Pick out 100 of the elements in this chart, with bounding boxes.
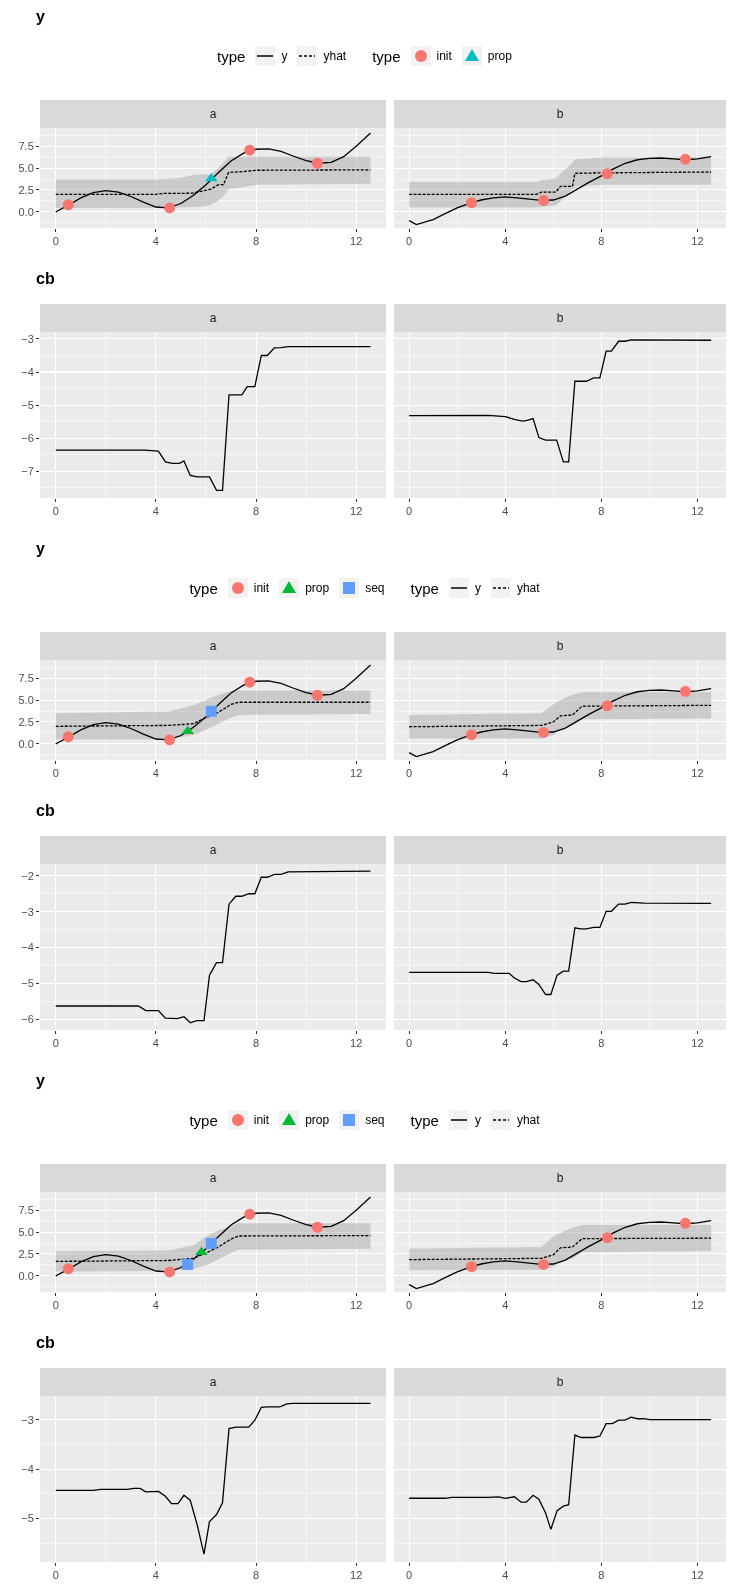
legend-label: seq	[365, 581, 385, 595]
chart-subtitle: a	[40, 836, 386, 864]
legend-title: type	[217, 47, 246, 65]
x-tick-label: 12	[691, 1299, 704, 1312]
x-tick-label: 4	[502, 1037, 509, 1050]
point	[466, 1261, 478, 1273]
x-tick-label: 8	[253, 1299, 260, 1312]
x-tick-label: 8	[598, 1037, 605, 1050]
chart-title: y	[36, 8, 45, 26]
point	[182, 1258, 194, 1270]
x-tick-label: 12	[691, 1569, 704, 1582]
x-tick-label: 0	[52, 767, 59, 780]
chart-subtitle: b	[394, 100, 726, 128]
text: type	[410, 579, 439, 597]
y-tick-label: 5.0	[18, 161, 34, 174]
chart-subtitle: b	[394, 632, 726, 660]
point	[466, 729, 478, 741]
chart-title: cb	[36, 270, 55, 288]
x-tick-label: 8	[598, 505, 605, 518]
point	[679, 153, 691, 165]
x-tick-label: 4	[152, 767, 159, 780]
chart-subtitle: a	[40, 632, 386, 660]
point	[164, 202, 176, 214]
legend-label: prop	[305, 1113, 330, 1127]
y-tick-label: −4	[21, 941, 34, 954]
point	[205, 1237, 217, 1249]
y-tick-label: 5.0	[18, 1225, 34, 1238]
chart-subtitle: a	[40, 100, 386, 128]
x-tick-label: 4	[502, 235, 509, 248]
point	[311, 157, 323, 169]
y-tick-label: 2.5	[18, 1247, 34, 1260]
point	[244, 676, 256, 688]
x-tick-label: 0	[52, 235, 59, 248]
point	[601, 168, 613, 180]
x-tick-label: 0	[406, 1037, 413, 1050]
chart-title: y	[36, 1072, 45, 1090]
chart-subtitle: a	[40, 1368, 386, 1396]
x-tick-label: 4	[502, 767, 509, 780]
point	[62, 1263, 74, 1275]
y-tick-label: −5	[21, 1512, 34, 1525]
line-series	[55, 132, 372, 213]
chart-title: y	[36, 540, 45, 558]
y-tick-label: −3	[21, 905, 34, 918]
legend-title: type	[189, 579, 218, 597]
x-tick-label: 0	[406, 1569, 413, 1582]
x-tick-label: 0	[406, 235, 413, 248]
x-tick-label: 12	[350, 767, 363, 780]
x-tick-label: 12	[350, 1037, 363, 1050]
point	[164, 734, 176, 746]
legend-label: yhat	[516, 581, 540, 595]
y-tick-label: −5	[21, 398, 34, 411]
y-tick-label: 2.5	[18, 183, 34, 196]
y-tick-label: 7.5	[18, 1204, 34, 1217]
point	[244, 144, 256, 156]
point	[601, 1232, 613, 1244]
x-tick-label: 8	[253, 505, 260, 518]
y-tick-label: −3	[21, 1413, 34, 1426]
x-tick-label: 8	[598, 767, 605, 780]
point	[538, 1258, 550, 1270]
x-tick-label: 4	[502, 1299, 509, 1312]
x-tick-label: 12	[691, 1037, 704, 1050]
point	[679, 1217, 691, 1229]
x-tick-label: 12	[350, 1569, 363, 1582]
legend-label: yhat	[323, 49, 347, 63]
y-tick-label: −3	[21, 332, 34, 345]
y-tick-label: −2	[21, 869, 34, 882]
x-tick-label: 8	[253, 1569, 260, 1582]
chart-subtitle: a	[40, 1164, 386, 1192]
point	[62, 731, 74, 743]
x-tick-label: 12	[350, 235, 363, 248]
point	[164, 1266, 176, 1278]
x-tick-label: 8	[253, 1037, 260, 1050]
y-tick-label: 2.5	[18, 715, 34, 728]
line-series	[55, 870, 372, 1024]
x-tick-label: 12	[350, 505, 363, 518]
point	[679, 685, 691, 697]
y-tick-label: 0.0	[18, 737, 34, 750]
x-tick-label: 4	[152, 1569, 159, 1582]
point	[538, 194, 550, 206]
point	[205, 705, 217, 717]
x-tick-label: 8	[598, 1299, 605, 1312]
point	[601, 700, 613, 712]
legend-label: prop	[305, 581, 330, 595]
y-tick-label: 5.0	[18, 693, 34, 706]
y-tick-label: 0.0	[18, 205, 34, 218]
chart-subtitle: b	[394, 304, 726, 332]
x-tick-label: 0	[406, 767, 413, 780]
x-tick-label: 8	[253, 767, 260, 780]
text: type	[410, 1111, 439, 1129]
y-tick-label: −4	[21, 365, 34, 378]
legend-label: y	[474, 581, 481, 595]
x-tick-label: 4	[152, 235, 159, 248]
y-tick-label: −4	[21, 1462, 34, 1475]
line-series	[55, 345, 372, 492]
x-tick-label: 8	[253, 235, 260, 248]
y-tick-label: −5	[21, 977, 34, 990]
legend-label: init	[253, 581, 270, 595]
y-tick-label: −6	[21, 1013, 34, 1026]
y-tick-label: −6	[21, 432, 34, 444]
x-tick-label: 0	[52, 1299, 59, 1312]
